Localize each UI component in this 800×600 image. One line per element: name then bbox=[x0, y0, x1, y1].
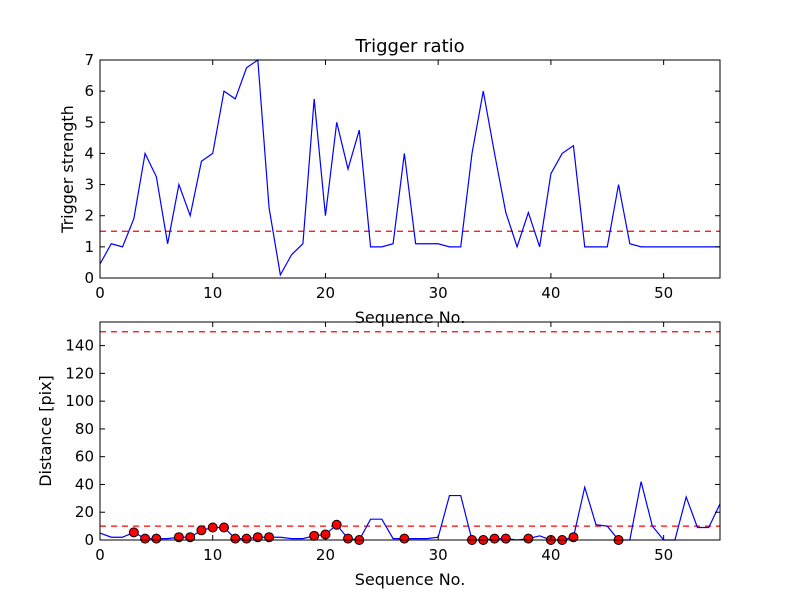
plot-frame bbox=[99, 321, 721, 541]
y-axis-label: Trigger strength bbox=[58, 105, 77, 234]
data-point bbox=[568, 532, 579, 543]
data-point bbox=[151, 533, 162, 544]
x-tick-label: 0 bbox=[95, 546, 105, 564]
y-tick-label: 4 bbox=[84, 144, 94, 162]
axis-ticks: 0 10 20 30 40 50 0 20 40 60 80 100 120 140 bbox=[65, 322, 720, 564]
x-tick-label: 10 bbox=[203, 546, 222, 564]
data-point bbox=[140, 533, 151, 544]
data-point bbox=[207, 522, 218, 533]
data-point bbox=[523, 533, 534, 544]
x-axis-label: Sequence No. bbox=[355, 570, 466, 589]
x-tick-label: 0 bbox=[95, 284, 105, 302]
x-tick-label: 30 bbox=[429, 546, 448, 564]
x-tick-label: 30 bbox=[429, 284, 448, 302]
data-point bbox=[489, 533, 500, 544]
y-tick-label: 1 bbox=[84, 238, 94, 256]
data-point bbox=[185, 532, 196, 543]
y-tick-label: 80 bbox=[75, 420, 94, 438]
data-point bbox=[343, 533, 353, 544]
data-point bbox=[173, 532, 184, 543]
x-tick-label: 40 bbox=[541, 546, 560, 564]
y-tick-label: 5 bbox=[84, 113, 94, 131]
data-point bbox=[241, 533, 252, 544]
y-tick-label: 0 bbox=[84, 269, 94, 287]
data-point bbox=[219, 522, 229, 533]
series-line bbox=[99, 58, 720, 277]
y-tick-label: 3 bbox=[84, 176, 94, 194]
data-point bbox=[264, 532, 275, 543]
data-point bbox=[128, 527, 139, 538]
data-point bbox=[500, 533, 511, 544]
data-point bbox=[252, 532, 263, 543]
x-tick-label: 40 bbox=[541, 284, 560, 302]
x-tick-label: 50 bbox=[654, 284, 673, 302]
y-tick-label: 2 bbox=[84, 207, 94, 225]
y-tick-label: 120 bbox=[65, 364, 94, 382]
y-tick-label: 6 bbox=[84, 82, 94, 100]
x-tick-label: 20 bbox=[316, 284, 335, 302]
y-tick-label: 40 bbox=[75, 475, 94, 493]
series-lines bbox=[99, 58, 720, 277]
data-point bbox=[399, 533, 410, 544]
data-point bbox=[331, 519, 342, 530]
y-tick-label: 100 bbox=[65, 392, 94, 410]
x-tick-label: 10 bbox=[203, 284, 222, 302]
data-point bbox=[196, 525, 207, 536]
y-tick-label: 60 bbox=[75, 448, 94, 466]
y-tick-label: 7 bbox=[84, 51, 94, 69]
chart-title: Trigger ratio bbox=[354, 36, 464, 57]
y-tick-label: 0 bbox=[84, 531, 94, 549]
y-axis-label: Distance [pix] bbox=[36, 375, 55, 487]
y-tick-label: 20 bbox=[75, 503, 94, 521]
x-tick-label: 50 bbox=[654, 546, 673, 564]
y-tick-label: 140 bbox=[65, 337, 94, 355]
x-axis-label: Sequence No. bbox=[355, 308, 466, 327]
data-point bbox=[309, 530, 320, 541]
distance-chart: 0 10 20 30 40 50 0 20 40 60 80 100 120 140 Sequence N… bbox=[36, 321, 721, 589]
x-tick-label: 20 bbox=[316, 546, 335, 564]
axis-ticks: 0 10 20 30 40 50 0 1 2 3 4 5 6 7 bbox=[84, 51, 720, 302]
plot-frame bbox=[99, 59, 721, 279]
markers bbox=[128, 519, 624, 545]
data-point bbox=[230, 533, 241, 544]
